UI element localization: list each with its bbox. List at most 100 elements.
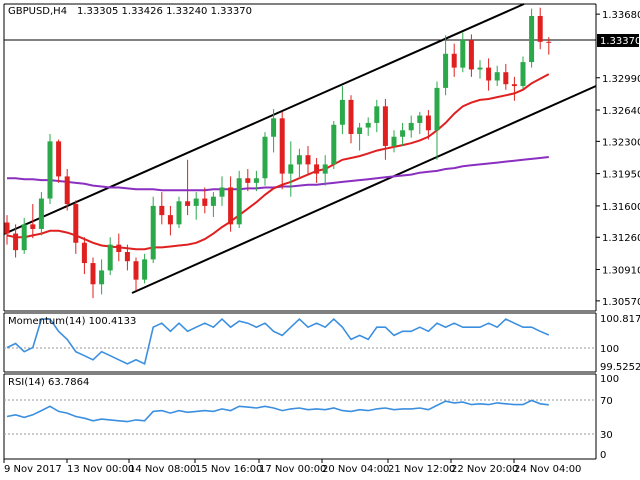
candle	[228, 176, 234, 232]
candle-body	[460, 39, 466, 68]
candle-body	[159, 205, 165, 216]
candle-body	[116, 244, 122, 252]
rsi-tick-30: 30	[600, 430, 613, 441]
candle-body	[193, 198, 199, 206]
candle-body	[262, 136, 268, 179]
candle-body	[520, 62, 526, 87]
candle	[133, 257, 139, 291]
candlesticks	[4, 7, 552, 299]
time-tick-label: 20 Nov 04:00	[322, 464, 389, 475]
channel-lower-line	[131, 85, 597, 294]
candle	[279, 111, 285, 190]
price-tick-label: 1.33680	[602, 10, 640, 21]
rsi-tick-100: 100	[600, 374, 619, 385]
candle	[116, 233, 122, 262]
ohlc-readout: 1.33305 1.33426 1.33240 1.33370	[77, 6, 252, 17]
candle	[56, 139, 62, 183]
candle	[210, 192, 216, 217]
time-tick-label: 21 Nov 12:00	[388, 464, 455, 475]
candle-body	[64, 176, 70, 205]
candle	[236, 170, 242, 229]
candle-body	[176, 201, 182, 225]
candle-body	[271, 118, 277, 137]
price-panel[interactable]: 1.33680 1.32990 1.32640 1.32300 1.31950 1.316…	[3, 3, 640, 312]
candle-body	[245, 178, 251, 183]
candle-body	[107, 244, 113, 271]
candle	[365, 117, 371, 136]
candle-body	[150, 205, 156, 260]
candle-body	[21, 224, 27, 251]
candle-body	[202, 198, 208, 206]
candle	[460, 32, 466, 73]
candle	[81, 237, 87, 275]
candle-body	[4, 222, 10, 234]
candle	[529, 8, 535, 68]
candle-body	[81, 242, 87, 264]
candle-body	[382, 106, 388, 146]
price-tick-label: 1.30570	[602, 297, 640, 308]
time-tick-label: 15 Nov 16:00	[195, 464, 262, 475]
candle	[425, 110, 431, 140]
candle	[477, 60, 483, 79]
candle	[150, 196, 156, 264]
price-axis-ticks: 1.33680 1.32990 1.32640 1.32300 1.31950 1.316…	[596, 10, 640, 308]
candle	[511, 76, 517, 101]
candle	[38, 192, 44, 236]
candle	[486, 58, 492, 91]
price-tick-label: 1.31600	[602, 202, 640, 213]
candle	[503, 63, 509, 90]
candle-body	[142, 259, 148, 280]
candle	[142, 253, 148, 284]
candle-body	[425, 115, 431, 131]
candle	[314, 157, 320, 183]
candle-body	[408, 122, 414, 131]
candle-body	[417, 115, 423, 123]
candle-body	[339, 99, 345, 125]
time-tick-label: 13 Nov 00:00	[67, 464, 134, 475]
candle	[90, 257, 96, 299]
candle-body	[546, 41, 552, 43]
candle	[408, 115, 414, 138]
candle-body	[288, 164, 294, 174]
candle	[451, 43, 457, 77]
candle-body	[305, 155, 311, 165]
candle	[124, 244, 130, 271]
price-tick-label: 1.32640	[602, 106, 640, 117]
candle	[245, 169, 251, 192]
candle	[253, 170, 259, 192]
current-price-tag	[597, 34, 639, 47]
candle	[417, 111, 423, 134]
candle-body	[537, 15, 543, 42]
candle-body	[253, 178, 259, 183]
momentum-panel[interactable]: Momentum(14) 100.4133 100.8172 100 99.52…	[3, 312, 640, 373]
candle	[339, 86, 345, 134]
candle-body	[133, 261, 139, 280]
current-price-value: 1.33370	[600, 36, 640, 47]
candle	[305, 145, 311, 174]
price-tick-label: 1.31950	[602, 170, 640, 181]
time-tick-label: 22 Nov 20:00	[451, 464, 518, 475]
candle-body	[210, 196, 216, 206]
price-tick-label: 1.32990	[602, 74, 640, 85]
candle	[357, 122, 363, 151]
candle	[202, 187, 208, 214]
candle	[193, 192, 199, 220]
candle-body	[494, 72, 500, 81]
candle	[176, 196, 182, 229]
momentum-line	[6, 318, 550, 366]
rsi-line	[6, 399, 549, 423]
rsi-panel[interactable]: RSI(14) 63.7864 100 70 30 0	[3, 373, 619, 461]
candle	[64, 169, 70, 211]
candle-body	[90, 263, 96, 285]
trend-channel	[3, 3, 597, 294]
candle-body	[434, 87, 440, 131]
candle	[374, 99, 380, 133]
candle-body	[47, 141, 53, 199]
candle-body	[236, 178, 242, 225]
candle	[219, 176, 225, 206]
candle	[4, 215, 10, 245]
candle-body	[451, 53, 457, 68]
momentum-tick-mid: 100	[600, 344, 619, 355]
